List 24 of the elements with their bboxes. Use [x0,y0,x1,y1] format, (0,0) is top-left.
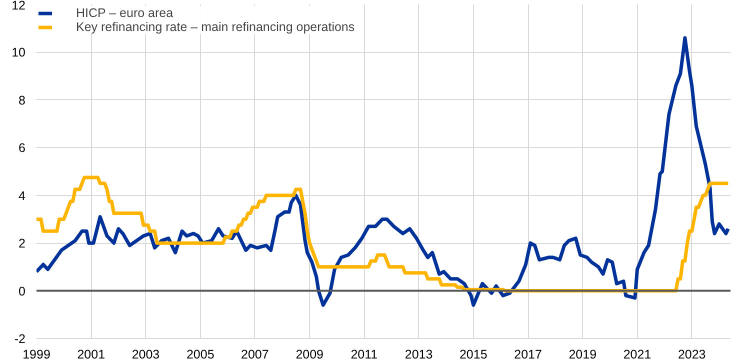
y-tick-label: 2 [18,236,26,251]
x-tick-label: 2009 [296,348,324,361]
x-tick-label: 2001 [77,348,106,361]
x-tick-label: 2019 [568,348,597,361]
y-tick-label: 8 [18,93,26,108]
legend-label: Key refinancing rate – main refinancing operations [76,20,355,34]
x-tick-label: 2007 [241,348,269,361]
x-tick-label: 2005 [186,348,214,361]
y-tick-label: 10 [12,46,26,60]
x-tick-label: 2013 [404,348,433,361]
y-tick-label: 4 [18,188,26,203]
x-tick-label: 2015 [459,348,488,361]
x-tick-label: 1999 [22,348,50,361]
y-tick-label: 12 [12,0,26,12]
y-tick-label: 6 [18,141,26,156]
x-tick-label: 2011 [350,348,378,361]
x-tick-label: 2003 [132,348,160,361]
x-tick-label: 2023 [678,348,706,361]
x-tick-label: 2021 [623,348,652,361]
y-tick-label: 0 [18,284,26,298]
line-series [36,36,730,307]
y-tick-label: -2 [14,332,26,346]
legend-label: HICP – euro area [76,6,174,20]
x-tick-label: 2017 [514,348,542,361]
